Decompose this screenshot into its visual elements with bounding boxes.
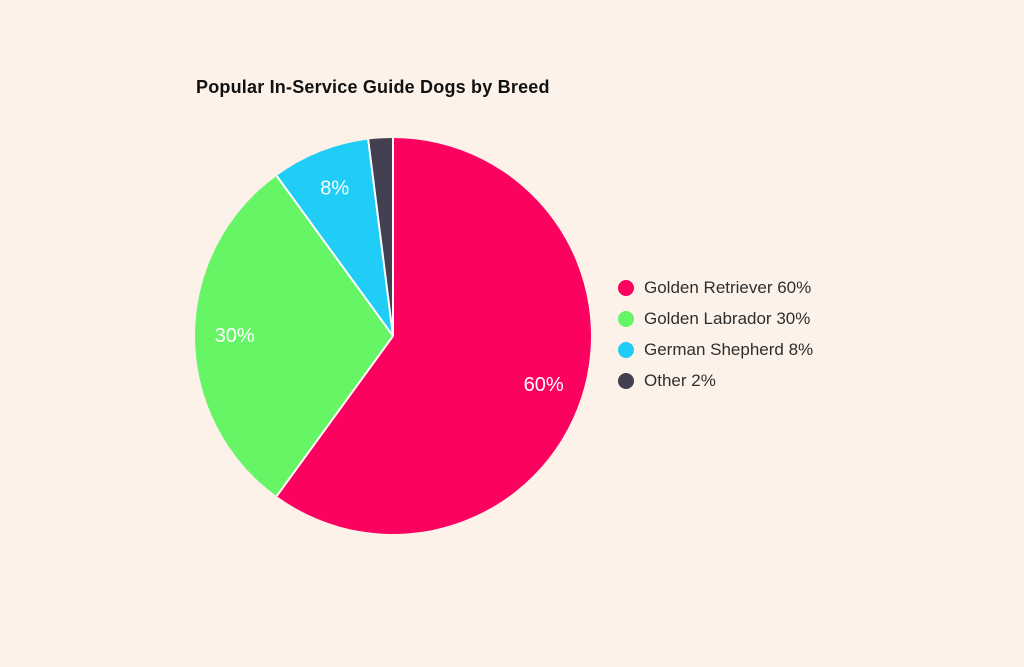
pie-slice-label-german-shepherd: 8% bbox=[320, 178, 349, 200]
legend-item-golden-labrador: Golden Labrador 30% bbox=[618, 303, 813, 334]
slice-separator bbox=[275, 175, 394, 337]
legend-item-german-shepherd: German Shepherd 8% bbox=[618, 334, 813, 365]
legend-swatch-icon bbox=[618, 372, 634, 389]
legend-item-other: Other 2% bbox=[618, 365, 813, 396]
chart-legend: Golden Retriever 60% Golden Labrador 30% G… bbox=[618, 272, 813, 396]
slice-separator bbox=[275, 335, 394, 497]
legend-swatch-icon bbox=[618, 341, 634, 358]
slice-separator bbox=[367, 139, 394, 337]
pie-slice-golden-labrador bbox=[194, 175, 393, 497]
legend-item-golden-retriever: Golden Retriever 60% bbox=[618, 272, 813, 303]
legend-label: German Shepherd 8% bbox=[644, 340, 814, 359]
legend-label: Other 2% bbox=[644, 371, 716, 390]
pie-slice-german-shepherd bbox=[276, 139, 393, 336]
pie-slice-label-golden-labrador: 30% bbox=[215, 325, 255, 347]
pie-slice-golden-retriever bbox=[276, 138, 591, 534]
pie-chart: 60% 30% 8% bbox=[194, 138, 591, 534]
legend-swatch-icon bbox=[618, 279, 634, 296]
pie-slice-label-golden-retriever: 60% bbox=[524, 374, 564, 396]
legend-label: Golden Labrador 30% bbox=[644, 309, 811, 328]
legend-swatch-icon bbox=[618, 310, 634, 327]
legend-label: Golden Retriever 60% bbox=[644, 278, 812, 297]
chart-title: Popular In-Service Guide Dogs by Breed bbox=[196, 77, 550, 97]
